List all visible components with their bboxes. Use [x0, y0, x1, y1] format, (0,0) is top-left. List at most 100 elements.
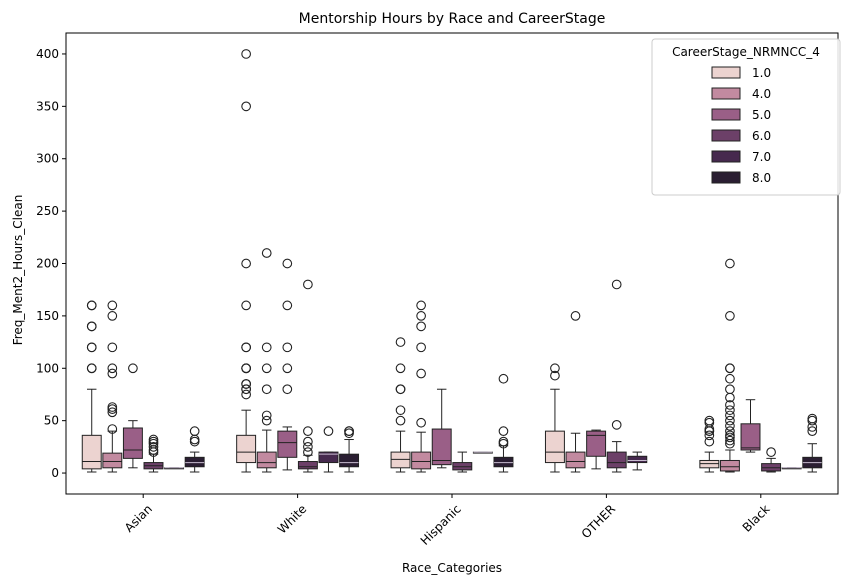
y-tick-label: 0 [51, 466, 59, 480]
outlier-point [261, 410, 272, 421]
box-iqr [318, 451, 339, 464]
outlier-point [261, 363, 272, 374]
box-iqr [544, 430, 565, 464]
box-5.0-Asian [122, 363, 143, 469]
box-7.0-White [318, 426, 339, 473]
box-1.0-OTHER [544, 363, 565, 473]
x-axis-title: Race_Categories [402, 561, 502, 575]
outlier-point [704, 417, 715, 428]
y-tick-label: 150 [36, 309, 59, 323]
outlier-point [86, 300, 97, 311]
outlier-point [241, 101, 251, 112]
y-tick-label: 50 [44, 414, 59, 428]
outlier-point [241, 389, 251, 400]
legend-swatch [711, 171, 741, 184]
outlier-point [498, 436, 509, 447]
box-iqr [390, 451, 411, 469]
outlier-point [395, 415, 406, 426]
box-iqr [606, 451, 627, 469]
box-7.0-OTHER [627, 451, 648, 471]
outlier-point [725, 430, 735, 441]
x-tick-label: Asian [122, 502, 155, 535]
box-6.0-Black [761, 447, 782, 473]
outlier-point [725, 421, 735, 431]
outlier-point [498, 426, 509, 436]
outlier-point [395, 363, 406, 374]
outlier-point [303, 447, 313, 457]
y-tick-label: 350 [36, 99, 59, 113]
box-7.0-Asian [164, 467, 185, 470]
outlier-point [107, 311, 118, 321]
outlier-point [189, 426, 200, 436]
y-tick-label: 300 [36, 152, 59, 166]
chart-title: Mentorship Hours by Race and CareerStage [299, 11, 606, 27]
outlier-point [725, 384, 735, 395]
legend-label: 5.0 [752, 108, 771, 122]
box-5.0-White [277, 258, 298, 471]
outlier-point [241, 379, 251, 389]
outlier-point [282, 342, 293, 353]
outlier-point [303, 436, 313, 447]
box-iqr [761, 463, 782, 472]
legend-swatch [711, 66, 741, 79]
outlier-point [241, 384, 251, 395]
box-iqr [452, 462, 473, 471]
outlier-point [86, 321, 97, 332]
outlier-point [282, 384, 293, 395]
y-tick-label: 250 [36, 204, 59, 218]
box-iqr [236, 434, 257, 464]
outlier-point [416, 368, 426, 379]
box-4.0-White [256, 248, 277, 473]
box-6.0-White [297, 279, 318, 473]
outlier-point [107, 407, 118, 418]
outlier-point [303, 426, 313, 436]
outlier-point [148, 434, 159, 445]
legend-swatch [711, 87, 741, 100]
outlier-point [766, 447, 776, 457]
outlier-point [416, 417, 426, 428]
outlier-point [303, 442, 313, 452]
outlier-point [416, 342, 426, 353]
outlier-point [107, 402, 118, 412]
outlier-point [282, 300, 293, 311]
outlier-point [725, 373, 735, 384]
box-iqr [699, 459, 720, 469]
outlier-point [416, 300, 426, 311]
y-tick-label: 400 [36, 47, 59, 61]
box-8.0-White [339, 426, 360, 473]
box-iqr [81, 434, 102, 470]
box-iqr [339, 453, 360, 468]
box-5.0-Black [740, 399, 761, 453]
y-tick-label: 100 [36, 361, 59, 375]
legend-swatch [711, 150, 741, 163]
outlier-point [550, 370, 560, 381]
legend-title: CareerStage_NRMNCC_4 [672, 45, 820, 59]
outlier-point [704, 415, 715, 426]
legend: CareerStage_NRMNCC_4 1.0 4.0 5.0 6.0 7.0 8.0 [651, 38, 841, 196]
box-7.0-Black [781, 467, 802, 470]
y-axis-title: Freq_Ment2_Hours_Clean [11, 195, 25, 346]
box-8.0-Hispanic [493, 373, 514, 473]
outlier-point [725, 435, 735, 446]
outlier-point [261, 342, 272, 353]
box-6.0-Asian [143, 434, 164, 473]
outlier-point [148, 436, 159, 447]
box-iqr [627, 455, 648, 464]
outlier-point [241, 49, 251, 59]
outlier-point [807, 415, 818, 426]
outlier-point [86, 363, 97, 374]
box-4.0-Asian [102, 300, 123, 473]
box-1.0-White [236, 49, 257, 473]
outlier-point [241, 363, 251, 374]
box-iqr [277, 430, 298, 458]
box-1.0-Hispanic [390, 337, 411, 473]
outlier-point [550, 363, 560, 374]
legend-label: 8.0 [752, 171, 771, 185]
box-4.0-OTHER [565, 311, 586, 473]
x-tick-label: Black [740, 502, 773, 535]
outlier-point [611, 420, 622, 430]
outlier-point [128, 363, 138, 374]
outlier-point [807, 426, 818, 436]
outlier-point [323, 426, 334, 436]
